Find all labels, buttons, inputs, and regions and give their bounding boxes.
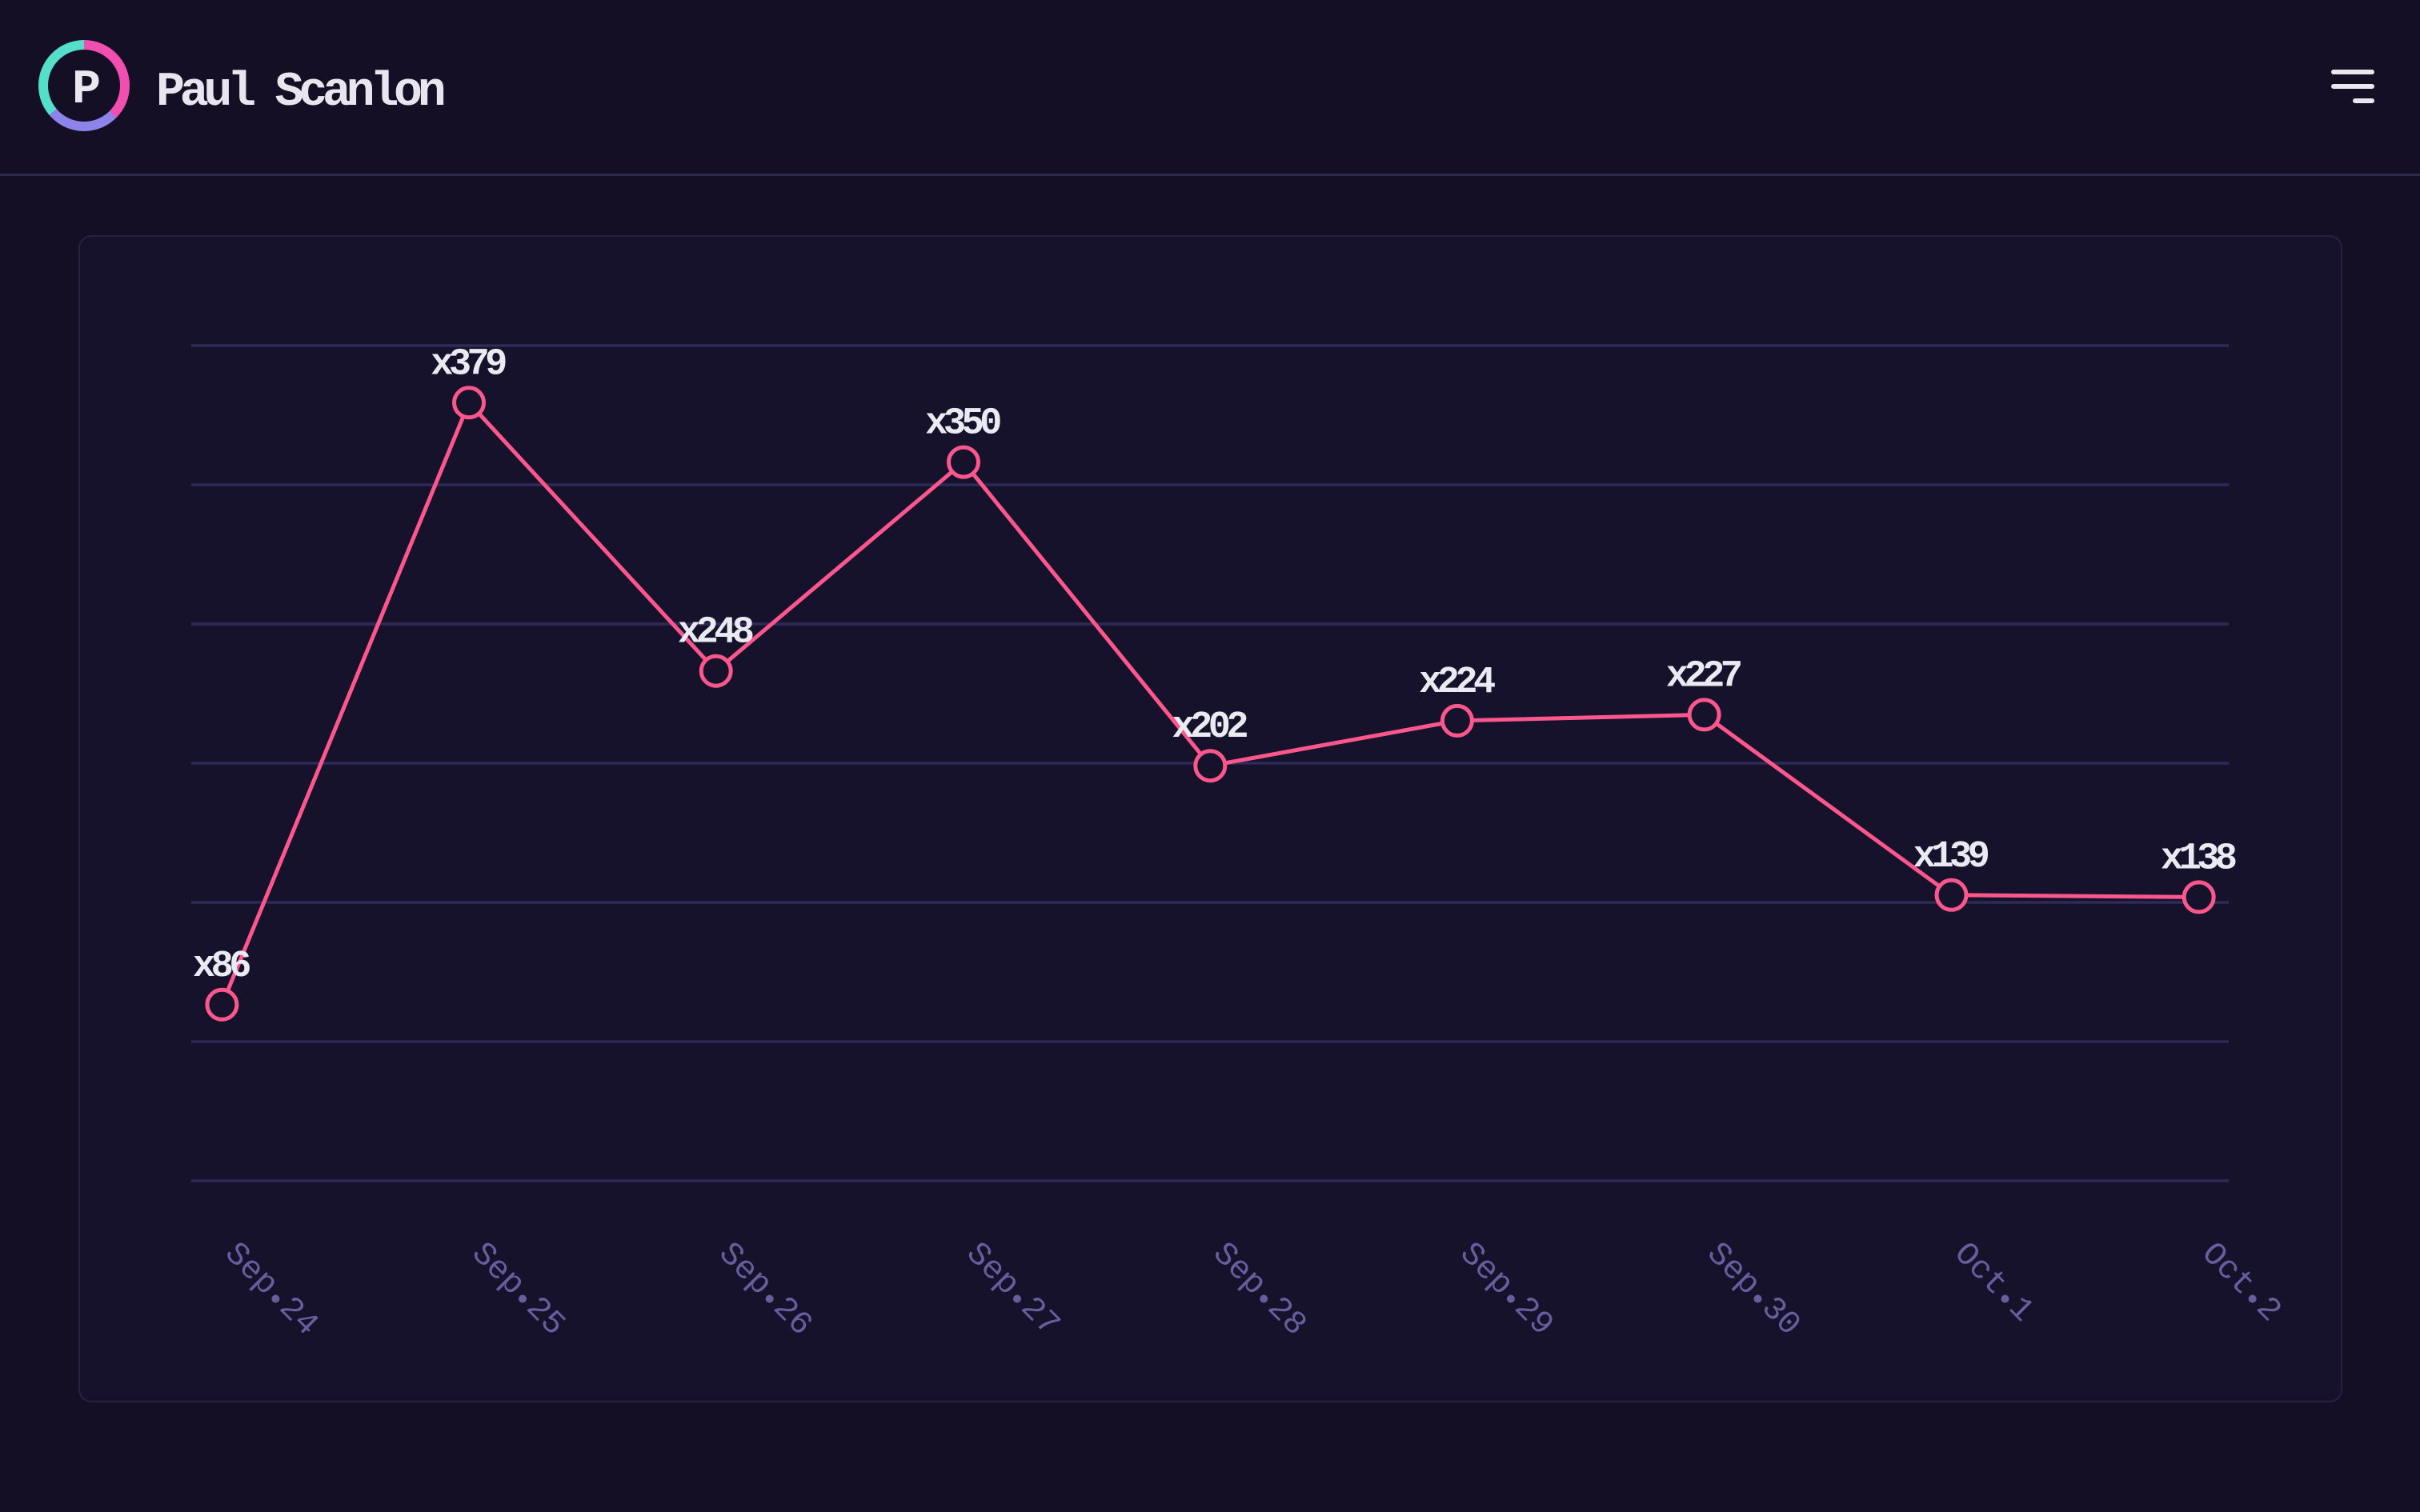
svg-text:x86: x86: [193, 946, 250, 988]
svg-text:x224: x224: [1419, 662, 1495, 704]
svg-text:Sep•24: Sep•24: [214, 1236, 325, 1347]
svg-text:Oct•2: Oct•2: [2190, 1236, 2287, 1333]
svg-text:x227: x227: [1666, 655, 1741, 698]
svg-text:Sep•27: Sep•27: [956, 1236, 1067, 1347]
svg-text:Oct•1: Oct•1: [1943, 1236, 2040, 1333]
svg-text:x379: x379: [431, 343, 506, 386]
svg-text:Sep•26: Sep•26: [707, 1236, 819, 1347]
svg-text:x248: x248: [678, 612, 753, 654]
svg-text:x139: x139: [1913, 836, 1989, 878]
svg-text:Sep•30: Sep•30: [1696, 1236, 1807, 1347]
svg-text:Sep•29: Sep•29: [1449, 1236, 1561, 1347]
svg-text:Sep•25: Sep•25: [461, 1236, 572, 1347]
svg-text:x138: x138: [2161, 838, 2236, 880]
svg-text:x202: x202: [1172, 706, 1248, 749]
svg-text:Sep•28: Sep•28: [1202, 1236, 1313, 1347]
svg-text:x350: x350: [925, 403, 1000, 446]
